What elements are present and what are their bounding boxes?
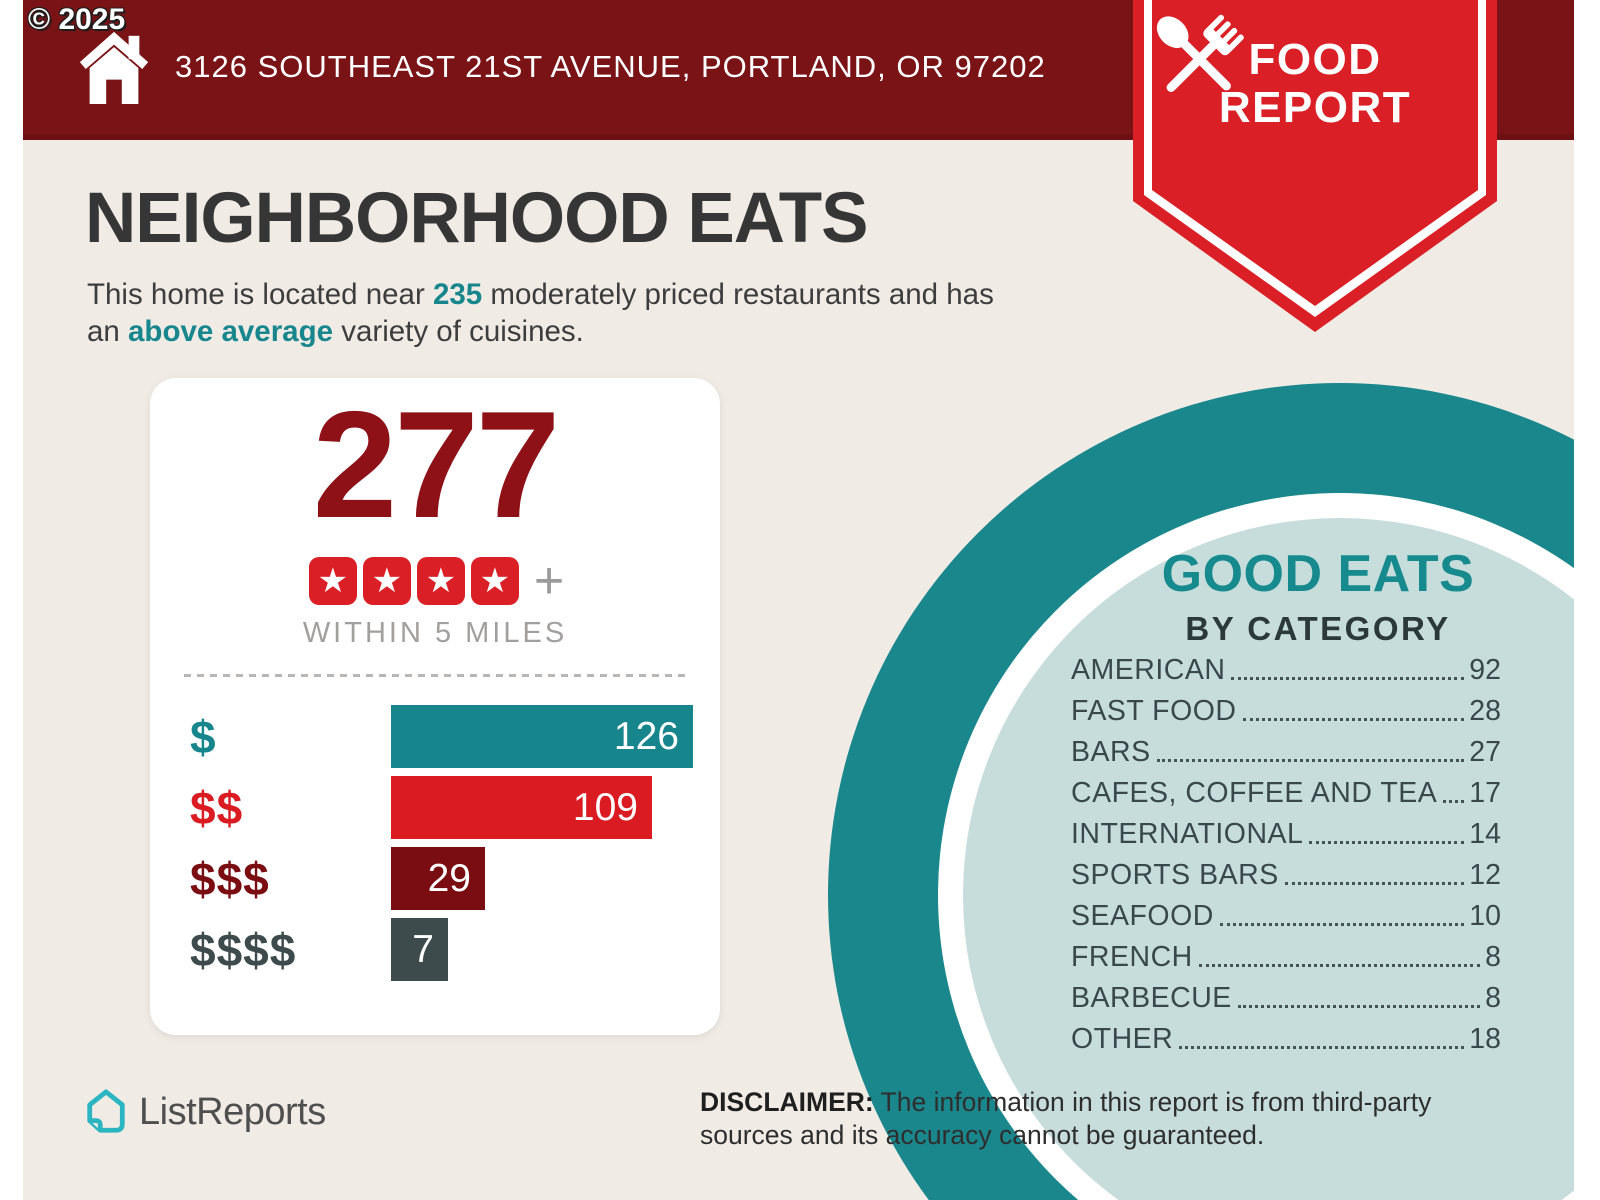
category-value: 10 <box>1469 900 1501 932</box>
intro-post: variety of cuisines. <box>333 315 584 348</box>
category-row: OTHER 18 <box>1071 1025 1501 1054</box>
category-row: AMERICAN 92 <box>1071 656 1501 685</box>
price-tier-row: $126 <box>190 705 720 769</box>
category-label: CAFES, COFFEE AND TEA <box>1071 777 1438 809</box>
listreports-wordmark: ListReports <box>139 1090 326 1133</box>
category-value: 92 <box>1469 654 1501 686</box>
dotted-leader <box>1179 1046 1465 1049</box>
category-value: 8 <box>1485 982 1501 1014</box>
dotted-leader <box>1198 964 1481 967</box>
dotted-leader <box>1237 1005 1481 1008</box>
category-row: FAST FOOD 28 <box>1071 697 1501 726</box>
copyright-text: © 2025 <box>28 3 126 36</box>
price-tier-label: $$ <box>190 781 244 834</box>
restaurant-count: 235 <box>432 278 483 311</box>
category-label: FRENCH <box>1071 941 1193 973</box>
price-tier-label: $$$$ <box>190 923 297 976</box>
category-label: SEAFOOD <box>1071 900 1214 932</box>
infographic-canvas: © 2025 3126 SOUTHEAST 21ST AVENUE, PORTL… <box>23 0 1574 1200</box>
category-value: 18 <box>1469 1023 1501 1055</box>
badge-ribbon-shape <box>1133 0 1497 332</box>
intro-mid: moderately priced restaurants and has an <box>87 278 994 348</box>
plus-icon: + <box>533 552 565 611</box>
category-row: SPORTS BARS 12 <box>1071 861 1501 890</box>
intro-text: This home is located near 235 moderately… <box>87 276 1027 350</box>
star-icon: ★ <box>470 557 519 606</box>
category-label: BARBECUE <box>1071 982 1232 1014</box>
dotted-leader <box>1443 800 1465 803</box>
category-value: 8 <box>1485 941 1501 973</box>
disclaimer-label: DISCLAIMER: <box>700 1087 874 1117</box>
crossed-spoon-fork-icon <box>1156 14 1244 92</box>
good-eats-title: GOOD EATS <box>1161 545 1475 603</box>
price-tier-value: 7 <box>412 927 434 971</box>
category-label: OTHER <box>1071 1023 1174 1055</box>
dotted-leader <box>1219 923 1465 926</box>
badge-title: FOOD REPORT <box>1133 36 1497 132</box>
category-row: BARS 27 <box>1071 738 1501 767</box>
category-row: SEAFOOD 10 <box>1071 902 1501 931</box>
total-restaurants: 277 <box>312 380 561 550</box>
good-eats-header: GOOD EATS BY CATEGORY <box>1103 546 1533 648</box>
price-tier-row: $$$$ 7 <box>190 918 720 982</box>
price-tier-bar: 109 <box>391 776 652 840</box>
intro-pre: This home is located near <box>87 278 433 311</box>
category-label: AMERICAN <box>1071 654 1226 686</box>
price-tier-bar: 29 <box>391 847 485 911</box>
dotted-leader <box>1242 718 1465 721</box>
price-tier-value: 29 <box>427 856 471 900</box>
price-tier-row: $$ 109 <box>190 776 720 840</box>
star-rating: ★ ★ ★ ★ + <box>150 552 720 611</box>
dashed-divider <box>184 674 686 678</box>
star-icon: ★ <box>362 557 411 606</box>
home-icon <box>79 31 149 105</box>
dotted-leader <box>1231 677 1465 680</box>
dotted-leader <box>1284 882 1465 885</box>
listreports-brand: ListReports <box>83 1088 326 1136</box>
category-value: 17 <box>1469 777 1501 809</box>
category-row: FRENCH 8 <box>1071 943 1501 972</box>
property-address: 3126 SOUTHEAST 21ST AVENUE, PORTLAND, OR… <box>175 49 1046 84</box>
food-report-badge: FOOD REPORT <box>1133 0 1497 332</box>
good-eats-subtitle: BY CATEGORY <box>1185 610 1451 647</box>
star-icon: ★ <box>416 557 465 606</box>
category-value: 14 <box>1469 818 1501 850</box>
dotted-leader <box>1309 841 1465 844</box>
dotted-leader <box>1156 759 1465 762</box>
radius-caption: WITHIN 5 MILES <box>302 617 568 650</box>
restaurant-summary-card: 277 ★ ★ ★ ★ + WITHIN 5 MILES $126 $$ 109 $$$ 29 $… <box>150 378 720 1035</box>
star-icon: ★ <box>308 557 357 606</box>
category-value: 28 <box>1469 695 1501 727</box>
listreports-house-page-icon <box>87 1089 125 1133</box>
category-label: BARS <box>1071 736 1151 768</box>
variety-highlight: above average <box>128 315 334 348</box>
category-row: INTERNATIONAL 14 <box>1071 820 1501 849</box>
badge-title-line1: FOOD <box>1248 35 1382 84</box>
page-title: NEIGHBORHOOD EATS <box>85 179 868 258</box>
category-list: AMERICAN 92 FAST FOOD 28 BARS 27 CAFES, COFFEE… <box>1071 656 1501 1066</box>
disclaimer-text: DISCLAIMER: The information in this repo… <box>700 1086 1500 1152</box>
price-tier-value: 126 <box>613 714 679 758</box>
category-label: SPORTS BARS <box>1071 859 1279 891</box>
price-tier-bar: 126 <box>391 705 693 769</box>
category-value: 27 <box>1469 736 1501 768</box>
category-value: 12 <box>1469 859 1501 891</box>
category-row: CAFES, COFFEE AND TEA 17 <box>1071 779 1501 808</box>
price-tier-label: $ <box>190 710 217 763</box>
price-tier-label: $$$ <box>190 852 270 905</box>
category-label: INTERNATIONAL <box>1071 818 1304 850</box>
price-tier-bar: 7 <box>391 918 448 982</box>
price-tier-value: 109 <box>572 785 638 829</box>
category-label: FAST FOOD <box>1071 695 1237 727</box>
badge-title-line2: REPORT <box>1218 83 1412 132</box>
price-tier-row: $$$ 29 <box>190 847 720 911</box>
category-row: BARBECUE 8 <box>1071 984 1501 1013</box>
price-tier-bar-chart: $126 $$ 109 $$$ 29 $$$$ 7 <box>150 705 720 982</box>
